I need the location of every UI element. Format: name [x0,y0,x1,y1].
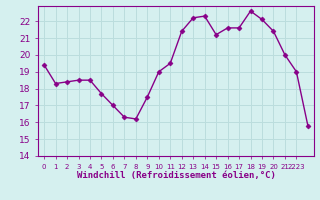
X-axis label: Windchill (Refroidissement éolien,°C): Windchill (Refroidissement éolien,°C) [76,171,276,180]
